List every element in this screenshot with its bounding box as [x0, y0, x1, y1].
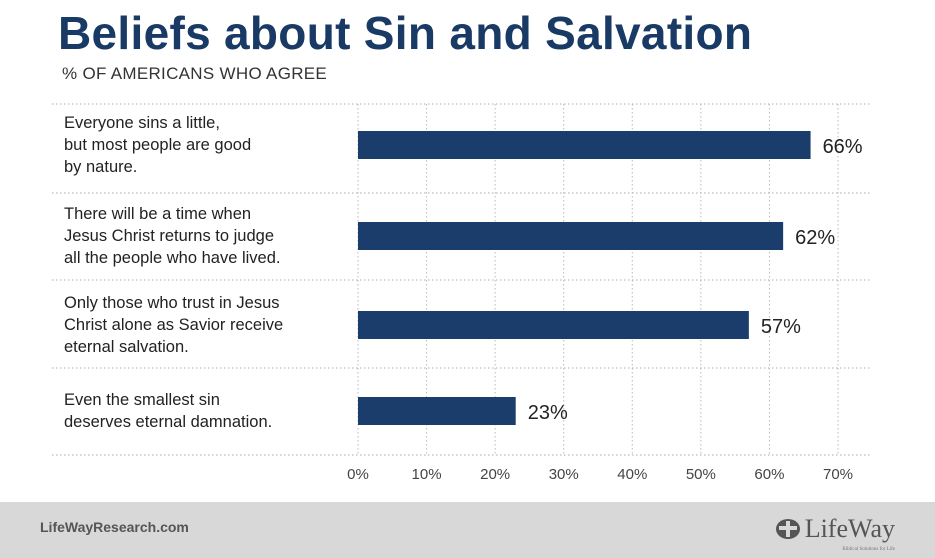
category-label-line: Even the smallest sin [64, 391, 220, 409]
x-tick-label-6: 60% [754, 466, 784, 483]
category-label-line: deserves eternal damnation. [64, 413, 273, 431]
category-label-line: by nature. [64, 158, 138, 176]
category-label-3: Even the smallest sin deserves eternal da… [64, 389, 349, 433]
chart-subtitle: % OF AMERICANS WHO AGREE [62, 64, 328, 83]
category-label-line: all the people who have lived. [64, 249, 281, 267]
data-label-0: 66% [823, 136, 863, 158]
bar-0 [358, 131, 811, 159]
category-label-line: but most people are good [64, 136, 252, 154]
x-tick-label-0: 0% [347, 466, 369, 483]
lifeway-logo[interactable]: LifeWay Biblical Solutions for Life [775, 514, 895, 552]
category-label-line: Christ alone as Savior receive [64, 316, 284, 334]
x-tick-label-5: 50% [686, 466, 716, 483]
x-tick-label-7: 70% [823, 466, 853, 483]
category-label-line: Everyone sins a little, [64, 114, 220, 132]
category-label-1: There will be a time when Jesus Christ re… [64, 203, 349, 269]
logo-tagline: Biblical Solutions for Life [842, 547, 895, 552]
x-tick-label-3: 30% [549, 466, 579, 483]
category-label-line: eternal salvation. [64, 338, 189, 356]
category-label-0: Everyone sins a little, but most people a… [64, 112, 349, 178]
chart-title: Beliefs about Sin and Salvation [58, 7, 753, 59]
footer-url[interactable]: LifeWayResearch.com [40, 519, 189, 535]
category-label-2: Only those who trust in Jesus Christ alon… [64, 292, 349, 358]
category-label-line: Only those who trust in Jesus [64, 294, 280, 312]
x-tick-label-2: 20% [480, 466, 510, 483]
footer: LifeWayResearch.com LifeWay Biblical Sol… [0, 502, 935, 558]
lifeway-cross-logo-icon [775, 519, 800, 539]
data-label-3: 23% [528, 402, 568, 424]
x-tick-label-1: 10% [412, 466, 442, 483]
bar-chart: 66% 62% 57% 23% 0% 10% 20% 30% 40% 50% 60% 70% [52, 103, 872, 483]
bar-1 [358, 222, 784, 250]
category-label-line: There will be a time when [64, 205, 252, 223]
bar-2 [358, 311, 749, 339]
data-label-1: 62% [795, 227, 835, 249]
bar-3 [358, 397, 516, 425]
x-tick-label-4: 40% [617, 466, 647, 483]
logo-text: LifeWay [804, 514, 895, 543]
data-label-2: 57% [761, 316, 801, 338]
category-label-line: Jesus Christ returns to judge [64, 227, 275, 245]
